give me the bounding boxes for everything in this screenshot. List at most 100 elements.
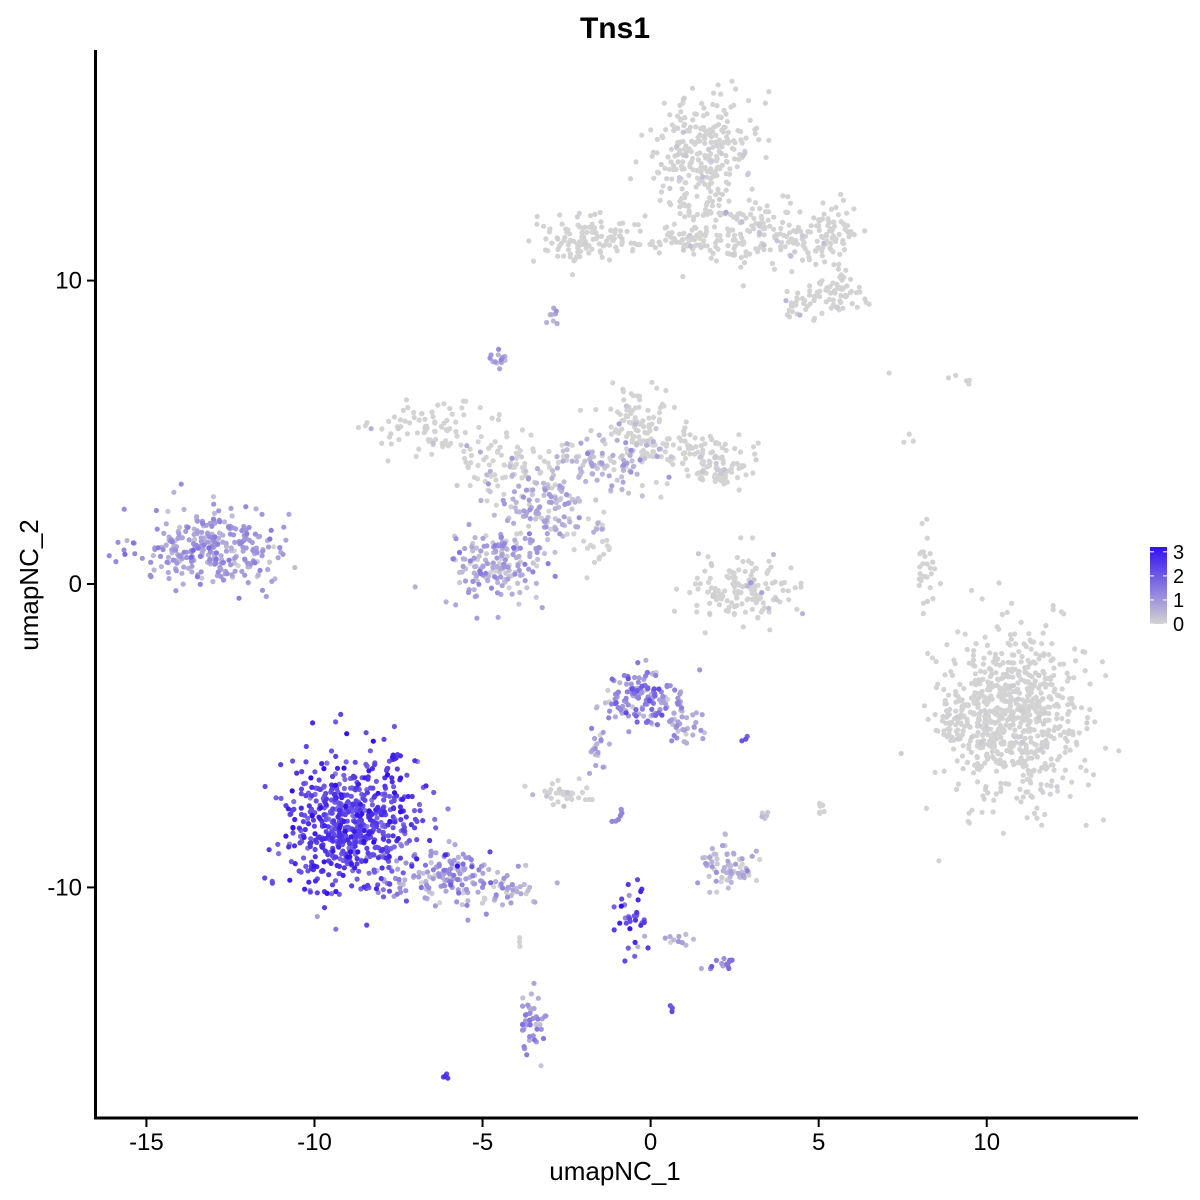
cell-point: [526, 1037, 533, 1043]
cell-point: [996, 626, 1002, 632]
cell-point: [1076, 730, 1082, 736]
cell-point: [669, 738, 675, 744]
cell-point: [585, 450, 591, 457]
cell-point: [1007, 703, 1014, 709]
cell-point: [677, 102, 683, 108]
cell-point: [702, 630, 708, 636]
cell-point: [981, 655, 987, 661]
cell-point: [530, 792, 536, 798]
cell-point: [854, 304, 861, 310]
cell-point: [523, 468, 529, 474]
cell-point: [615, 689, 622, 695]
cell-point: [982, 634, 988, 640]
cell-point: [554, 465, 561, 471]
cell-point: [544, 531, 550, 537]
cell-point: [508, 504, 514, 510]
cell-point: [485, 578, 491, 584]
cell-point: [663, 127, 669, 133]
cell-point: [675, 113, 681, 119]
cell-point: [206, 545, 212, 551]
cell-point: [309, 793, 315, 799]
cell-point: [919, 520, 925, 527]
cell-point: [656, 686, 662, 692]
cell-point: [324, 890, 330, 897]
cell-point: [403, 814, 409, 820]
cell-point: [447, 405, 453, 412]
cell-point: [723, 111, 729, 117]
cell-point: [705, 589, 711, 595]
cell-point: [501, 875, 507, 881]
cell-point: [594, 477, 600, 483]
cell-point: [432, 428, 438, 434]
cell-point: [516, 567, 522, 574]
cell-point: [287, 877, 293, 883]
cell-point: [730, 237, 737, 243]
cell-point: [678, 117, 684, 123]
cell-point: [649, 379, 655, 385]
cell-point: [664, 683, 670, 690]
cell-point: [975, 779, 981, 785]
cell-point: [297, 840, 303, 846]
cell-point: [363, 858, 369, 864]
cell-point: [1059, 715, 1065, 722]
cell-point: [724, 159, 730, 165]
cell-point: [509, 455, 515, 461]
cell-point: [844, 210, 850, 216]
cell-point: [370, 738, 376, 744]
cell-point: [714, 153, 720, 159]
cell-point: [283, 833, 289, 839]
cell-point: [621, 462, 627, 468]
cell-point: [1018, 733, 1024, 740]
cell-point: [348, 834, 354, 840]
cell-point: [191, 536, 198, 543]
cell-point: [454, 863, 460, 869]
cell-point: [761, 232, 767, 238]
cell-point: [560, 458, 566, 464]
cell-point: [545, 561, 551, 567]
cell-point: [634, 877, 641, 883]
cell-point: [483, 911, 489, 917]
cell-point: [513, 499, 519, 505]
cell-point: [959, 732, 965, 738]
cell-point: [161, 530, 167, 537]
cell-point: [1051, 767, 1057, 773]
cell-point: [996, 693, 1002, 699]
cell-point: [509, 882, 515, 888]
cell-point: [648, 127, 654, 133]
cell-point: [371, 852, 377, 858]
cell-point: [686, 212, 692, 218]
cell-point: [565, 227, 571, 233]
cell-point: [811, 215, 817, 221]
cell-point: [552, 573, 558, 579]
cell-point: [354, 861, 360, 867]
cell-point: [329, 773, 336, 780]
cell-point: [583, 245, 589, 251]
cell-point: [632, 415, 638, 421]
cell-point: [669, 230, 675, 236]
cell-point: [523, 487, 530, 493]
cell-point: [477, 568, 483, 574]
cell-point: [1040, 732, 1046, 738]
cell-point: [1023, 763, 1029, 769]
cell-point: [263, 593, 269, 600]
cell-point: [989, 749, 995, 755]
cell-point: [557, 212, 563, 218]
cell-point: [929, 655, 936, 661]
cell-point: [980, 676, 986, 683]
cell-point: [774, 597, 780, 603]
cell-point: [738, 264, 744, 270]
cell-point: [702, 136, 708, 142]
cell-point: [681, 95, 687, 101]
cell-point: [382, 783, 388, 789]
cell-point: [765, 585, 771, 592]
cell-point: [1034, 754, 1040, 760]
cell-point: [283, 537, 289, 543]
cell-point: [381, 736, 387, 742]
cell-point: [976, 679, 982, 685]
cell-point: [642, 701, 649, 707]
cell-point: [719, 960, 725, 967]
cell-point: [592, 211, 598, 217]
cell-point: [1028, 793, 1034, 799]
cell-point: [530, 487, 536, 493]
cell-point: [976, 695, 982, 701]
